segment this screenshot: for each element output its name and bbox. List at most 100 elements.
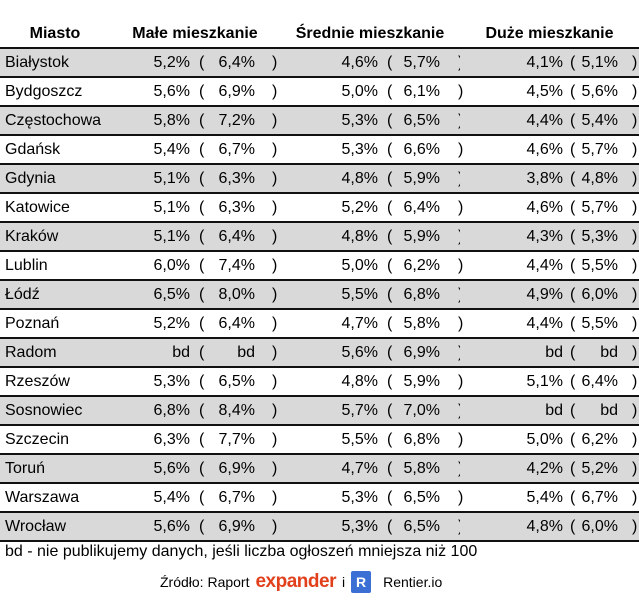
open-paren: ( bbox=[199, 518, 205, 535]
open-paren: ( bbox=[387, 112, 393, 129]
yield-range-value: 6,4% bbox=[403, 199, 440, 216]
yield-range-value: 6,4% bbox=[218, 54, 255, 71]
yield-range-value: 6,4% bbox=[218, 228, 255, 245]
open-paren: ( bbox=[387, 83, 393, 100]
close-paren: ) bbox=[272, 257, 278, 274]
yield-range-value: 6,9% bbox=[218, 518, 255, 535]
yield-cell: 4,5% (5,6%) bbox=[460, 76, 639, 106]
yield-cell: bd (bd) bbox=[110, 337, 280, 367]
yield-range-value: 5,9% bbox=[403, 228, 440, 245]
yield-cell: 4,8%(5,9%) bbox=[280, 221, 463, 251]
yield-cell: 4,4% (5,5%) bbox=[460, 308, 639, 338]
open-paren: ( bbox=[199, 431, 205, 448]
yield-range-value: 5,6% bbox=[581, 83, 618, 100]
header-medium: Średnie mieszkanie bbox=[295, 24, 445, 42]
yield-cell: 5,4% (6,7%) bbox=[110, 482, 280, 512]
yield-range-value: 5,8% bbox=[403, 315, 440, 332]
city-cell: Wrocław bbox=[0, 511, 110, 542]
yield-range-value: 5,4% bbox=[581, 112, 618, 129]
yield-range-value: 6,5% bbox=[403, 518, 440, 535]
close-paren: ) bbox=[632, 257, 638, 274]
yield-cell: 4,2% (5,2%) bbox=[460, 453, 639, 483]
open-paren: ( bbox=[199, 170, 205, 187]
close-paren: ) bbox=[272, 315, 278, 332]
close-paren: ) bbox=[272, 344, 278, 361]
yield-value: 4,8% bbox=[341, 228, 378, 245]
table-row: Częstochowa 5,8% (7,2%) 5,3% (6,5%) 4,4% (5,4%… bbox=[0, 105, 639, 135]
open-paren: ( bbox=[199, 54, 205, 71]
city-cell: Poznań bbox=[0, 308, 110, 338]
yield-value: 5,2% bbox=[153, 315, 190, 332]
open-paren: ( bbox=[199, 228, 205, 245]
header-large: Duże mieszkanie bbox=[485, 24, 614, 42]
open-paren: ( bbox=[387, 402, 393, 419]
close-paren: ) bbox=[632, 344, 638, 361]
open-paren: ( bbox=[199, 257, 205, 274]
yield-range-value: 5,9% bbox=[403, 170, 440, 187]
yield-range-value: 7,2% bbox=[218, 112, 255, 129]
open-paren: ( bbox=[387, 460, 393, 477]
yield-value: 5,5% bbox=[341, 286, 378, 303]
yield-value: 5,0% bbox=[341, 83, 378, 100]
yield-cell: 5,5%(6,8%) bbox=[280, 424, 463, 454]
source-label: Źródło: Raport bbox=[160, 574, 250, 590]
open-paren: ( bbox=[199, 83, 205, 100]
yield-range-value: 4,8% bbox=[581, 170, 618, 187]
yield-value: 4,8% bbox=[341, 373, 378, 390]
yield-range-value: 6,6% bbox=[403, 141, 440, 158]
yield-cell: 6,5% (8,0%) bbox=[110, 279, 280, 309]
yield-cell: 5,1% (6,4%) bbox=[460, 366, 639, 396]
yield-value: 6,8% bbox=[153, 402, 190, 419]
table-row: Poznań 5,2%(6,4%) 4,7%(5,8%) 4,4%(5,5%) bbox=[0, 308, 639, 338]
open-paren: ( bbox=[387, 431, 393, 448]
close-paren: ) bbox=[272, 112, 278, 129]
yield-range-value: 6,0% bbox=[581, 518, 618, 535]
yield-value: 4,7% bbox=[341, 315, 378, 332]
yield-range-value: 7,0% bbox=[403, 402, 440, 419]
yield-range-value: 6,9% bbox=[218, 83, 255, 100]
yield-value: 5,7% bbox=[341, 402, 378, 419]
yield-value: 5,3% bbox=[341, 112, 378, 129]
yield-cell: 4,6%(5,7%) bbox=[280, 47, 463, 77]
yield-range-value: 5,1% bbox=[581, 54, 618, 71]
open-paren: ( bbox=[570, 170, 576, 187]
open-paren: ( bbox=[199, 489, 205, 506]
close-paren: ) bbox=[272, 199, 278, 216]
yield-value: bd bbox=[545, 344, 563, 361]
yield-range-value: 6,4% bbox=[581, 373, 618, 390]
yield-cell: 5,6% (6,9%) bbox=[110, 76, 280, 106]
yield-range-value: bd bbox=[237, 344, 255, 361]
open-paren: ( bbox=[570, 199, 576, 216]
yield-value: 4,4% bbox=[526, 315, 563, 332]
header-row: Miasto Małe mieszkanie Średnie mieszkani… bbox=[0, 20, 639, 48]
open-paren: ( bbox=[199, 141, 205, 158]
yield-cell: 4,9% (6,0%) bbox=[460, 279, 639, 309]
yield-cell: 4,7%(5,8%) bbox=[280, 308, 463, 338]
yield-value: bd bbox=[545, 402, 563, 419]
close-paren: ) bbox=[632, 431, 638, 448]
yield-range-value: 6,9% bbox=[403, 344, 440, 361]
yield-range-value: 6,5% bbox=[403, 489, 440, 506]
yield-cell: 4,6%(5,7%) bbox=[460, 192, 639, 222]
close-paren: ) bbox=[632, 373, 638, 390]
yield-value: 4,5% bbox=[526, 83, 563, 100]
yield-range-value: bd bbox=[600, 402, 618, 419]
yield-value: 5,3% bbox=[341, 518, 378, 535]
city-cell: Kraków bbox=[0, 221, 110, 251]
open-paren: ( bbox=[387, 315, 393, 332]
city-cell: Bydgoszcz bbox=[0, 76, 110, 106]
yield-range-value: 5,5% bbox=[581, 315, 618, 332]
close-paren: ) bbox=[632, 518, 638, 535]
close-paren: ) bbox=[272, 54, 278, 71]
open-paren: ( bbox=[570, 402, 576, 419]
yield-cell: 5,3%(6,5%) bbox=[280, 105, 463, 135]
open-paren: ( bbox=[199, 286, 205, 303]
yield-value: 6,5% bbox=[153, 286, 190, 303]
yield-value: 5,4% bbox=[153, 489, 190, 506]
yield-cell: 4,1% (5,1%) bbox=[460, 47, 639, 77]
yield-cell: 5,0% (6,2%) bbox=[460, 424, 639, 454]
yield-value: 5,1% bbox=[153, 228, 190, 245]
